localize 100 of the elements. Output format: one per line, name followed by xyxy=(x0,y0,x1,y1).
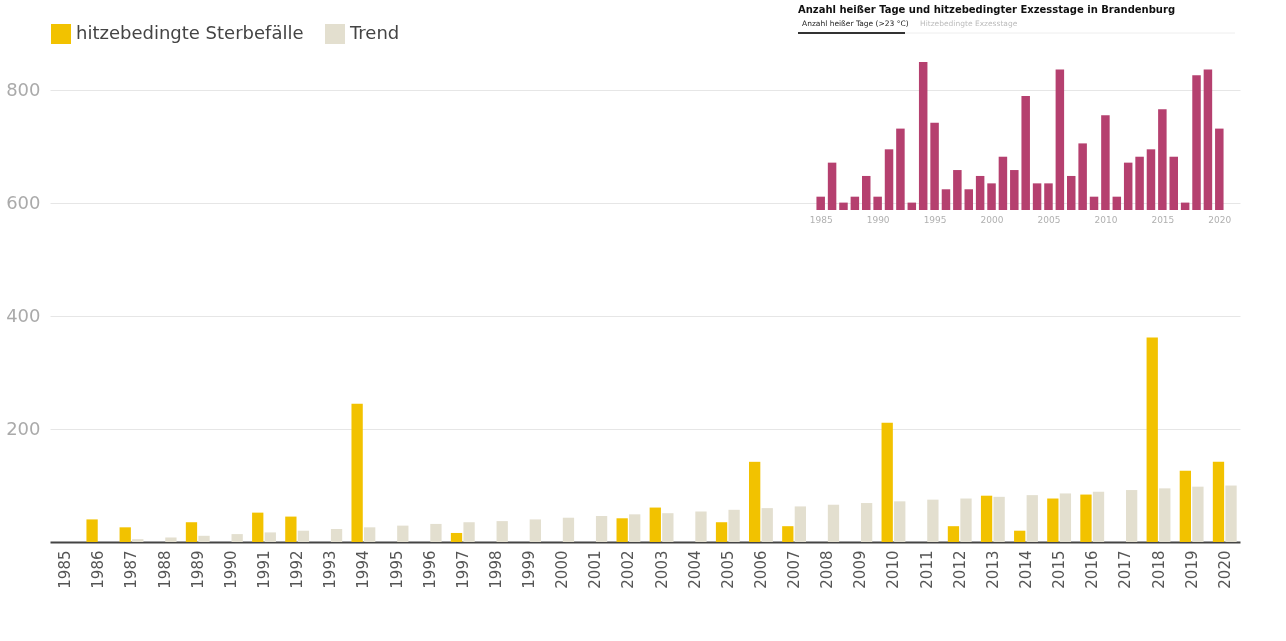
bar xyxy=(1179,470,1191,542)
x-tick-label: 2020 xyxy=(1208,214,1232,225)
bar xyxy=(993,496,1005,542)
bar xyxy=(964,189,973,210)
bar xyxy=(827,162,837,210)
x-tick-label: 2015 xyxy=(1050,550,1069,589)
x-tick-label: 2001 xyxy=(586,550,605,589)
x-tick-label: 1996 xyxy=(420,550,439,589)
bar xyxy=(884,149,894,210)
bar xyxy=(1067,175,1076,210)
y-tick-label: 800 xyxy=(6,78,41,100)
x-tick-label: 2004 xyxy=(685,550,704,589)
bar xyxy=(529,519,541,542)
x-tick-label: 1991 xyxy=(255,550,274,589)
x-tick-label: 1988 xyxy=(155,550,174,589)
bar xyxy=(1135,156,1144,210)
bar xyxy=(463,522,475,542)
bar xyxy=(351,403,363,542)
bar xyxy=(827,504,840,542)
x-tick-label: 1993 xyxy=(321,550,340,589)
bar xyxy=(1055,69,1065,210)
x-tick-label: 2010 xyxy=(1094,214,1118,225)
x-tick-label: 2015 xyxy=(1151,214,1175,225)
x-tick-label: 1989 xyxy=(188,550,207,589)
x-tick-label: 1990 xyxy=(221,550,240,589)
bar xyxy=(595,516,608,542)
x-tick-label: 2009 xyxy=(851,550,870,589)
bar xyxy=(873,196,882,210)
x-tick-label: 1990 xyxy=(866,214,890,225)
bar xyxy=(998,156,1008,210)
bar xyxy=(1089,196,1099,210)
bar xyxy=(782,526,794,542)
x-tick-label: 2018 xyxy=(1149,550,1168,589)
bar xyxy=(953,170,962,210)
bar xyxy=(1126,490,1138,542)
bar xyxy=(649,507,661,542)
bar xyxy=(896,128,905,210)
bar xyxy=(941,189,951,210)
bar xyxy=(496,521,508,542)
bar xyxy=(1146,337,1158,542)
x-tick-label: 2017 xyxy=(1116,550,1135,589)
bar xyxy=(1044,183,1053,210)
x-tick-label: 1999 xyxy=(520,550,539,589)
x-tick-label: 1998 xyxy=(486,550,505,589)
bar xyxy=(629,514,641,542)
bar xyxy=(960,498,972,542)
bar xyxy=(980,495,993,542)
x-tick-label: 2013 xyxy=(983,550,1002,589)
bar xyxy=(119,527,131,542)
bar xyxy=(894,501,906,542)
bar xyxy=(1101,115,1110,210)
bar xyxy=(1026,495,1038,542)
bar xyxy=(1032,183,1042,210)
bar xyxy=(662,513,674,542)
x-tick-label: 2000 xyxy=(553,550,572,589)
y-tick-label: 600 xyxy=(6,191,41,213)
x-tick-label: 2008 xyxy=(818,550,837,589)
x-tick-label: 2010 xyxy=(884,550,903,589)
y-tick-label: 200 xyxy=(6,417,41,439)
x-tick-label: 1995 xyxy=(923,214,947,225)
x-tick-label: 2019 xyxy=(1182,550,1201,589)
x-tick-label: 1985 xyxy=(809,214,833,225)
bar xyxy=(185,522,198,542)
bar xyxy=(231,534,243,542)
y-tick-label: 400 xyxy=(6,304,41,326)
bar xyxy=(616,518,628,542)
bar xyxy=(562,517,575,542)
bar xyxy=(132,539,144,542)
bar xyxy=(1158,109,1167,210)
bar xyxy=(1112,196,1122,210)
bar xyxy=(1092,491,1105,542)
x-tick-label: 2011 xyxy=(917,550,936,589)
bar xyxy=(1192,75,1201,210)
x-tick-label: 1985 xyxy=(56,550,75,589)
bar xyxy=(728,509,740,542)
chart-title: Anzahl heißer Tage und hitzebedingter Exzesstage in Brandenburg xyxy=(798,4,1176,15)
bar xyxy=(947,526,960,542)
x-tick-label: 1997 xyxy=(453,550,472,589)
x-tick-label: 1986 xyxy=(89,550,108,589)
bar xyxy=(397,525,409,542)
bar xyxy=(862,175,871,210)
x-tick-label: 2002 xyxy=(619,550,638,589)
bar xyxy=(860,503,873,542)
bar xyxy=(1159,488,1171,542)
bar xyxy=(1059,493,1072,542)
bar xyxy=(264,532,276,542)
x-tick-label: 2006 xyxy=(751,550,770,589)
bar xyxy=(695,511,707,542)
bar xyxy=(165,537,177,542)
legend-label: hitzebedingte Sterbefälle xyxy=(76,22,304,43)
bar xyxy=(715,522,728,542)
x-tick-label: 1987 xyxy=(122,550,141,589)
bar xyxy=(918,62,928,210)
bar xyxy=(1047,498,1059,542)
bar xyxy=(927,499,939,542)
x-tick-label: 2000 xyxy=(980,214,1004,225)
bar xyxy=(252,512,264,542)
bar xyxy=(450,532,463,542)
bar xyxy=(987,183,996,210)
x-tick-label: 2007 xyxy=(785,550,804,589)
